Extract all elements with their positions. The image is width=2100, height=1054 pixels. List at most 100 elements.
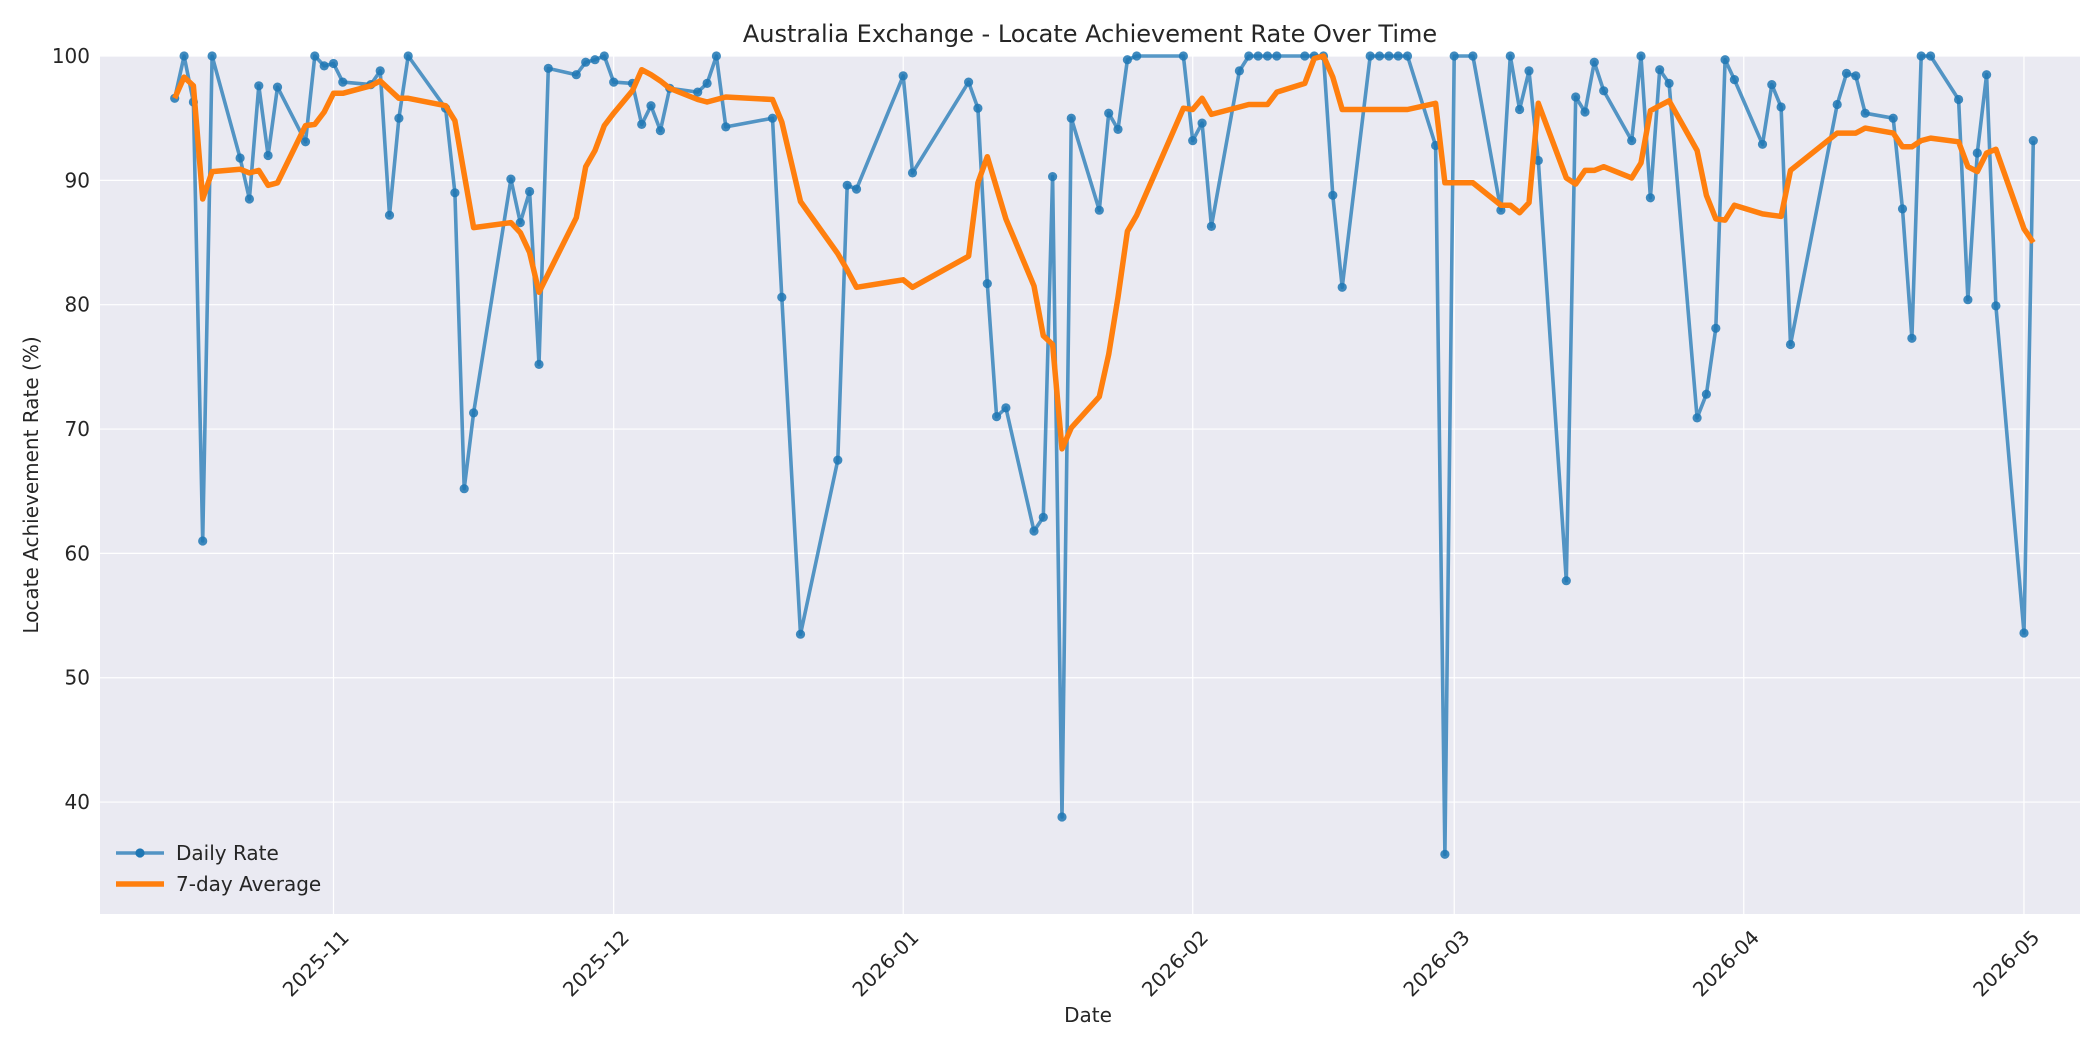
daily-rate-point <box>272 82 283 92</box>
daily-rate-point <box>1515 104 1525 115</box>
y-tick-label: 90 <box>65 168 90 192</box>
daily-rate-point <box>1094 205 1104 215</box>
daily-rate-point <box>992 412 1002 422</box>
daily-rate-point <box>1954 94 1964 105</box>
y-axis-label: Locate Achievement Rate (%) <box>19 336 43 633</box>
daily-rate-point <box>384 210 395 220</box>
daily-rate-point <box>328 58 339 69</box>
daily-rate-point <box>1393 51 1403 61</box>
daily-rate-point <box>1113 124 1123 134</box>
daily-rate-point <box>646 101 656 111</box>
daily-rate-point <box>842 180 852 190</box>
daily-rate-point <box>1571 92 1581 102</box>
daily-rate-point <box>1384 51 1394 61</box>
daily-rate-point <box>655 126 666 136</box>
daily-rate-point <box>1720 55 1730 65</box>
daily-rate-point <box>1505 51 1515 61</box>
daily-rate-point <box>1599 86 1609 96</box>
daily-rate-point <box>1001 403 1011 413</box>
daily-rate-point <box>1757 139 1768 149</box>
daily-rate-point <box>459 484 469 494</box>
daily-rate-point <box>1337 282 1347 292</box>
daily-rate-point <box>1300 51 1310 61</box>
daily-rate-point <box>1972 148 1982 158</box>
daily-rate-point <box>1533 155 1543 166</box>
legend: Daily Rate 7-day Average <box>116 841 321 896</box>
y-tick-label: 50 <box>65 666 90 690</box>
daily-rate-point <box>1262 51 1273 61</box>
daily-rate-point <box>235 153 245 163</box>
x-tick-label: 2025-11 <box>278 925 354 1001</box>
y-tick-label: 100 <box>52 44 90 68</box>
daily-rate-point <box>1841 68 1852 78</box>
daily-rate-point <box>263 150 273 161</box>
daily-rate-point <box>702 78 712 88</box>
daily-rate-point <box>637 119 647 129</box>
daily-rate-point <box>319 61 329 71</box>
x-axis-label: Date <box>1064 1003 1112 1027</box>
daily-rate-point <box>590 55 600 65</box>
daily-rate-point <box>1664 78 1674 88</box>
daily-rate-point <box>1897 204 1908 214</box>
daily-rate-point <box>1589 57 1599 67</box>
seven-day-average-line <box>172 53 2036 452</box>
daily-rate-point <box>581 57 591 67</box>
daily-rate-point <box>534 359 544 369</box>
series-layer <box>170 51 2038 859</box>
y-tick-label: 40 <box>65 790 90 814</box>
daily-rate-point <box>571 70 581 80</box>
daily-rate-point <box>1234 66 1244 76</box>
daily-rate-point <box>1645 193 1655 203</box>
daily-rate-point <box>1178 51 1188 61</box>
daily-rate-point <box>506 174 516 184</box>
daily-rate-point <box>1197 118 1207 128</box>
daily-rate-point <box>1785 339 1796 350</box>
daily-rate-point <box>310 51 320 61</box>
daily-rate-point <box>1776 102 1786 112</box>
daily-rate-point <box>1440 849 1450 859</box>
daily-rate-point <box>1860 108 1870 118</box>
daily-rate-point <box>1991 301 2001 311</box>
daily-rate-point <box>795 629 806 639</box>
daily-rate-point <box>1907 333 1917 343</box>
daily-rate-point <box>179 51 189 61</box>
daily-rate-point <box>1926 51 1936 61</box>
y-tick-label: 70 <box>65 417 90 441</box>
y-tick-label: 60 <box>65 541 90 565</box>
daily-rate-point <box>599 51 609 61</box>
daily-rate-point <box>1188 136 1198 146</box>
daily-rate-point <box>1916 51 1926 61</box>
legend-average-label: 7-day Average <box>176 872 321 896</box>
daily-rate-point <box>1636 51 1646 61</box>
daily-rate-point <box>964 77 974 87</box>
daily-rate-point <box>1449 51 1459 61</box>
daily-rate-point <box>1029 526 1039 536</box>
daily-rate-point <box>1561 576 1571 586</box>
daily-rate-point <box>1066 113 1076 123</box>
daily-rate-point <box>1104 108 1114 118</box>
x-tick-label: 2026-04 <box>1688 925 1764 1001</box>
daily-rate-point <box>1851 71 1861 81</box>
daily-rate-point <box>1767 80 1777 90</box>
daily-rate-point <box>833 455 843 465</box>
daily-rate-point <box>375 66 385 76</box>
daily-rate-point <box>525 186 535 197</box>
daily-rate-point <box>721 122 731 132</box>
daily-rate-point <box>394 113 404 123</box>
daily-rate-point <box>1365 51 1375 61</box>
daily-rate-point <box>898 71 908 81</box>
daily-rate-point <box>982 279 992 289</box>
daily-rate-point <box>1206 221 1216 231</box>
daily-rate-point <box>693 87 703 97</box>
chart-title: Australia Exchange - Locate Achievement … <box>743 20 1437 48</box>
daily-rate-point <box>403 51 413 61</box>
x-tick-label: 2026-01 <box>847 925 923 1001</box>
daily-rate-point <box>338 77 348 87</box>
x-tick-label: 2026-05 <box>1968 925 2044 1001</box>
daily-rate-point <box>450 188 460 198</box>
daily-rate-point <box>1272 51 1282 61</box>
legend-daily-marker <box>135 848 145 858</box>
daily-rate-point <box>300 137 311 147</box>
